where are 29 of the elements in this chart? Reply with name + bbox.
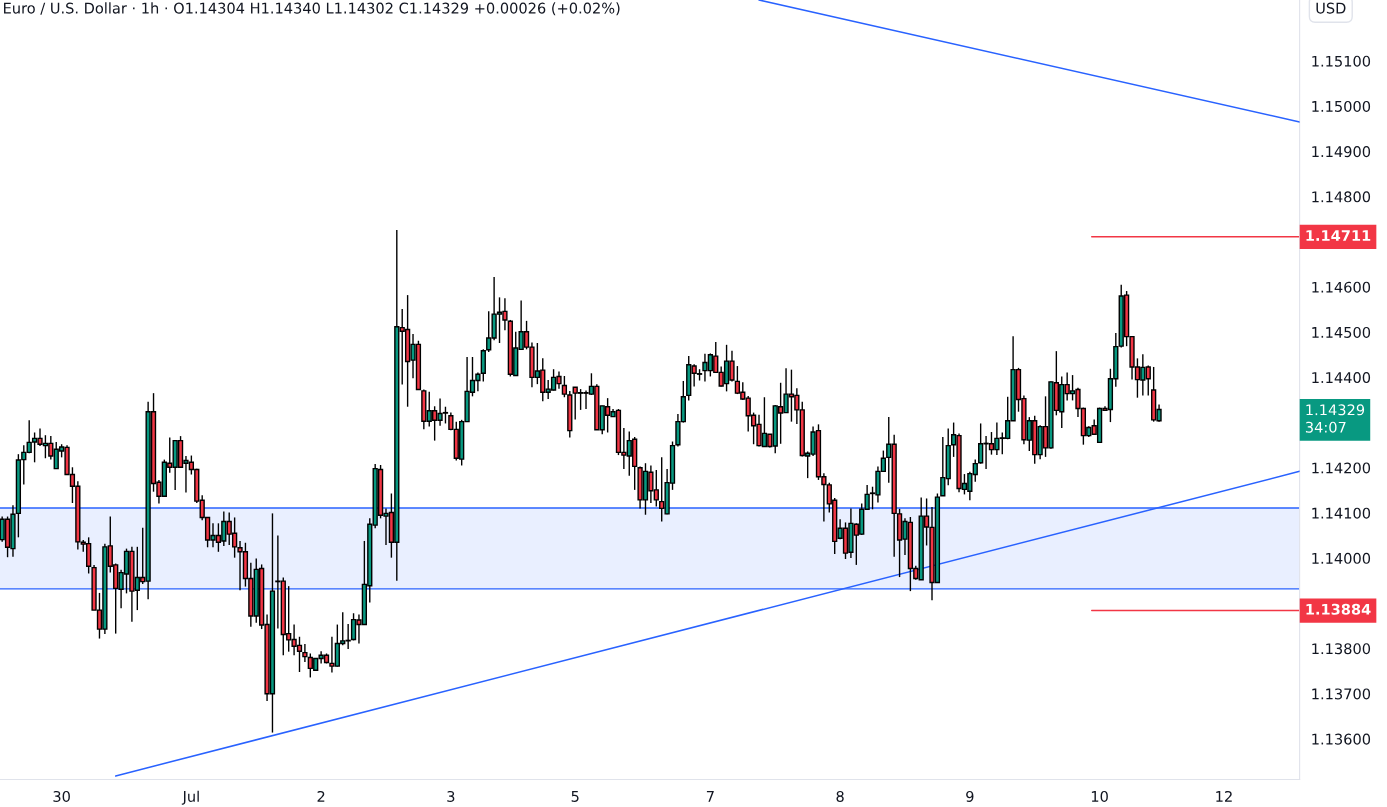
y-tick-label: 1.13800 xyxy=(1312,643,1371,655)
x-tick-label: 12 xyxy=(1216,790,1232,802)
chart-title: Euro / U.S. Dollar · 1h · O1.14304 H1.14340 L1.14302 C1.14329 +0.00026 (+0.02%) xyxy=(4,2,620,16)
x-tick-label: 7 xyxy=(706,791,714,802)
ref-line-label: 1.13884 xyxy=(1306,603,1371,615)
candlestick xyxy=(302,643,308,663)
x-tick-label: Jul xyxy=(181,790,199,805)
ref-line-label: 1.14711 xyxy=(1306,230,1371,241)
x-tick-label: 2 xyxy=(317,790,325,802)
text: 1.14329 34:07 xyxy=(1305,404,1365,433)
y-axis-title: USD xyxy=(1316,2,1346,14)
y-tick-label: 1.14200 xyxy=(1312,462,1371,474)
y-tick-label: 1.14900 xyxy=(1312,146,1371,158)
y-tick-label: 1.15100 xyxy=(1312,55,1371,67)
x-tick-label: 5 xyxy=(571,791,579,802)
y-tick-label: 1.15000 xyxy=(1312,100,1371,112)
x-tick-label: 8 xyxy=(836,790,844,802)
y-tick-label: 1.13600 xyxy=(1312,733,1371,745)
y-tick-label: 1.14100 xyxy=(1312,507,1371,519)
y-tick-label: 1.14400 xyxy=(1312,372,1371,384)
y-tick-label: 1.14000 xyxy=(1312,552,1371,564)
y-tick-label: 1.14800 xyxy=(1312,191,1371,203)
x-tick-label: 30 xyxy=(53,790,70,802)
y-tick-label: 1.14500 xyxy=(1312,326,1371,338)
x-tick-label: 10 xyxy=(1091,790,1108,802)
y-tick-label: 1.14600 xyxy=(1312,281,1371,293)
x-tick-label: 9 xyxy=(966,790,974,802)
x-tick-label: 3 xyxy=(447,790,455,802)
y-tick-label: 1.13700 xyxy=(1312,688,1371,700)
